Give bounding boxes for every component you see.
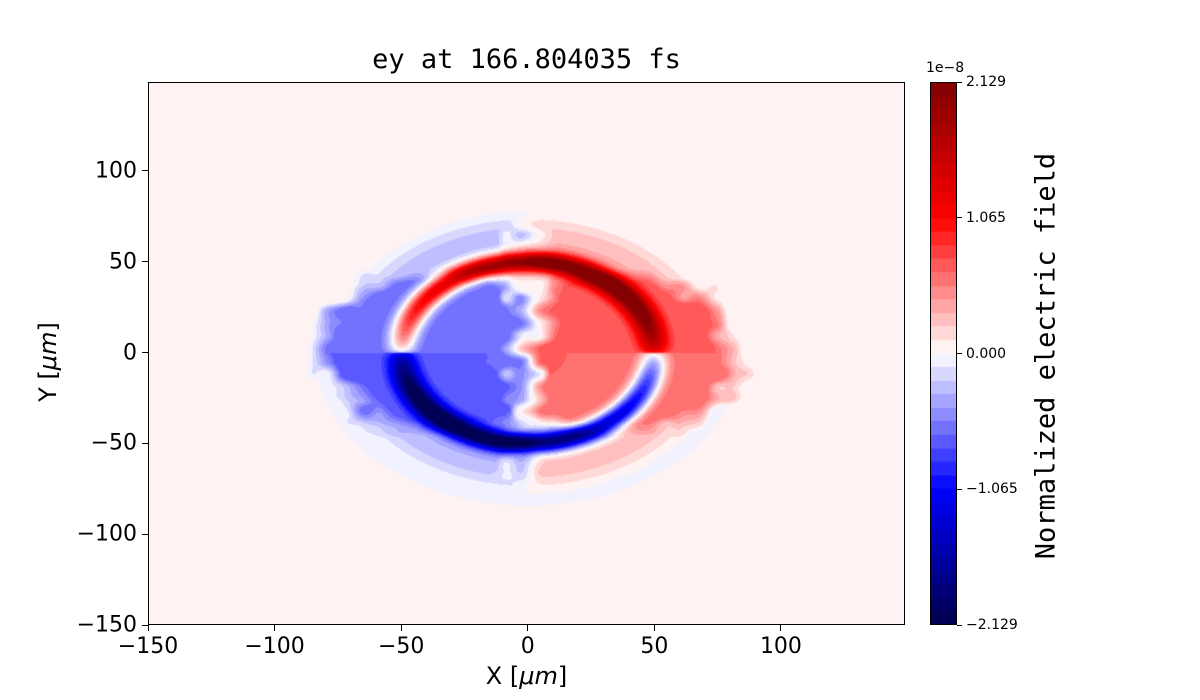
y-tick-label: −50 bbox=[90, 430, 137, 456]
colorbar-tick-label: −2.129 bbox=[966, 617, 1018, 633]
x-tick-label: −100 bbox=[244, 634, 305, 659]
y-tick-label: 50 bbox=[109, 249, 137, 275]
plot-area bbox=[148, 82, 905, 625]
y-axis-label-text: Y [ bbox=[34, 370, 62, 402]
colorbar-tick-mark bbox=[957, 217, 962, 219]
colorbar-tick-mark bbox=[957, 353, 962, 354]
colorbar bbox=[930, 82, 957, 625]
colorbar-tick-label: −1.065 bbox=[966, 481, 1018, 498]
y-tick-label: 0 bbox=[123, 340, 137, 366]
x-tick-mark bbox=[780, 625, 782, 631]
x-tick-mark bbox=[400, 625, 402, 631]
colorbar-tick-label: 1.065 bbox=[966, 209, 1007, 226]
y-tick-mark bbox=[142, 352, 148, 354]
x-tick-mark bbox=[147, 625, 149, 631]
y-tick-label: 100 bbox=[95, 158, 137, 184]
x-tick-mark bbox=[527, 625, 529, 631]
colorbar-tick-mark bbox=[957, 488, 962, 490]
y-tick-mark bbox=[142, 533, 148, 535]
y-tick-mark bbox=[142, 624, 148, 626]
y-tick-label: −100 bbox=[76, 521, 137, 547]
x-tick-mark bbox=[274, 625, 276, 631]
x-tick-label: −50 bbox=[377, 634, 425, 659]
x-tick-label: 100 bbox=[759, 634, 802, 659]
colorbar-tick-mark bbox=[957, 624, 962, 626]
chart-title: ey at 166.804035 fs bbox=[372, 44, 681, 75]
y-tick-mark bbox=[142, 261, 148, 263]
y-tick-mark bbox=[142, 442, 148, 444]
x-axis-label-close: ] bbox=[557, 662, 568, 690]
colorbar-label: Normalized electric field bbox=[1030, 152, 1062, 560]
colorbar-canvas bbox=[931, 83, 956, 624]
colorbar-tick-label: 0.000 bbox=[966, 345, 1007, 362]
y-axis-label-unit: μm bbox=[34, 331, 62, 371]
x-tick-label: 0 bbox=[520, 634, 535, 659]
x-tick-mark bbox=[653, 625, 655, 631]
field-canvas bbox=[149, 83, 904, 624]
colorbar-tick-mark bbox=[957, 81, 962, 83]
x-axis-label-text: X [ bbox=[485, 662, 520, 690]
x-tick-label: 50 bbox=[640, 634, 669, 659]
y-axis-label-close: ] bbox=[34, 322, 62, 332]
colorbar-offset-text: 1e−8 bbox=[926, 60, 965, 76]
x-axis-label-unit: μm bbox=[519, 662, 558, 690]
colorbar-tick-label: 2.129 bbox=[966, 74, 1007, 90]
y-tick-label: −150 bbox=[76, 612, 137, 638]
y-tick-mark bbox=[142, 170, 148, 172]
x-axis-label: X [μm] bbox=[148, 662, 905, 690]
x-tick-label: −150 bbox=[117, 634, 179, 659]
y-axis-label: Y [μm] bbox=[34, 322, 62, 402]
